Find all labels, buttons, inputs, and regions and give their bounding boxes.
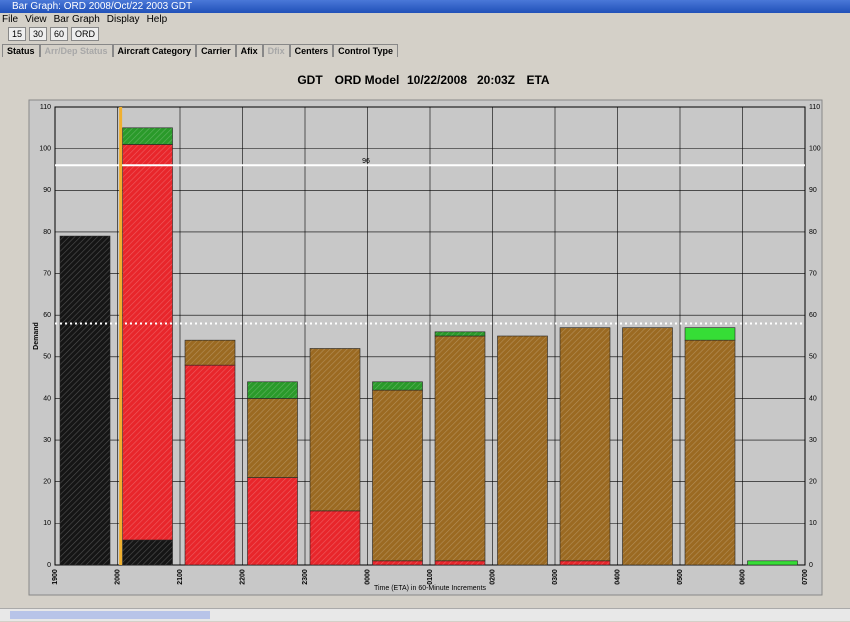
bar-segment xyxy=(559,327,611,562)
y-tick-label-right: 110 xyxy=(809,104,820,111)
y-tick-label-right: 60 xyxy=(809,312,817,319)
bar-segment xyxy=(247,398,298,478)
reference-label: 96 xyxy=(362,158,370,165)
tab[interactable]: Status xyxy=(2,44,40,57)
bar-segment xyxy=(684,339,736,566)
bar-segment xyxy=(122,144,173,541)
bar-segment xyxy=(122,539,173,566)
y-tick-label-right: 90 xyxy=(809,187,817,194)
window-title: Bar Graph: ORD 2008/Oct/22 2003 GDT xyxy=(0,0,850,13)
y-tick-label-right: 30 xyxy=(809,437,817,444)
y-tick-label: 60 xyxy=(43,312,51,319)
toolbar-button[interactable]: 30 xyxy=(29,27,48,41)
x-axis-label: Time (ETA) in 60-Minute Increments xyxy=(374,585,487,592)
tab[interactable]: Control Type xyxy=(333,44,398,57)
chart-title: 20:03Z xyxy=(477,73,515,87)
scrollbar[interactable] xyxy=(0,608,850,621)
x-tick-label: 0600 xyxy=(739,569,746,585)
tab[interactable]: Aircraft Category xyxy=(112,44,197,57)
y-tick-label: 110 xyxy=(40,104,51,111)
y-tick-label: 90 xyxy=(43,187,51,194)
bar-segment xyxy=(622,327,673,566)
bar-segment xyxy=(434,331,486,337)
y-tick-label: 50 xyxy=(43,354,51,361)
tab-bar: Status Arr/Dep Status Aircraft Category Car… xyxy=(2,44,398,57)
x-tick-label: 0700 xyxy=(802,569,809,585)
y-tick-label-right: 80 xyxy=(809,229,817,236)
bar-segment xyxy=(372,560,423,566)
y-tick-label-right: 10 xyxy=(809,520,817,527)
y-tick-label-right: 0 xyxy=(809,562,813,569)
x-tick-label: 2300 xyxy=(302,569,309,585)
bar-segment xyxy=(497,335,548,566)
tab[interactable]: Afix xyxy=(235,44,263,57)
bar-segment xyxy=(747,560,798,566)
menu-item[interactable]: File xyxy=(2,14,19,25)
bar-segment xyxy=(122,127,173,145)
x-tick-label: 2100 xyxy=(177,569,184,585)
bar-segment xyxy=(684,327,736,341)
bar-segment xyxy=(434,560,486,566)
y-tick-label: 10 xyxy=(43,520,51,527)
y-axis-label: Demand xyxy=(33,322,40,350)
chart-title: 10/22/2008 xyxy=(407,73,467,87)
x-tick-label: 2200 xyxy=(239,569,246,585)
x-tick-label: 0500 xyxy=(677,569,684,585)
y-tick-label-right: 50 xyxy=(809,354,817,361)
y-tick-label-right: 40 xyxy=(809,395,817,402)
toolbar: 15 30 60 ORD xyxy=(8,27,100,41)
toolbar-button[interactable]: ORD xyxy=(71,27,100,41)
toolbar-button[interactable]: 60 xyxy=(50,27,69,41)
chart: GDT ORD Model 10/22/2008 20:03Z ETA Time (ETA… xyxy=(28,73,823,596)
bar-segment xyxy=(434,335,486,562)
y-tick-label-right: 20 xyxy=(809,479,817,486)
bar-segment xyxy=(559,560,611,566)
y-tick-label: 0 xyxy=(47,562,51,569)
toolbar-button[interactable]: 15 xyxy=(8,27,27,41)
menu-bar: File View Bar Graph Display Help xyxy=(2,14,167,26)
bar-segment xyxy=(309,510,361,566)
tab[interactable]: Centers xyxy=(289,44,334,57)
scroll-thumb[interactable] xyxy=(10,611,210,619)
x-tick-label: 0300 xyxy=(552,569,559,585)
x-tick-label: 0000 xyxy=(364,569,371,585)
menu-item[interactable]: View xyxy=(25,14,47,25)
x-tick-label: 0200 xyxy=(489,569,496,585)
menu-item[interactable]: Bar Graph xyxy=(53,14,100,25)
y-tick-label-right: 100 xyxy=(809,145,821,152)
bar-segment xyxy=(309,348,361,512)
x-tick-label: 1900 xyxy=(52,569,59,585)
tab: Arr/Dep Status xyxy=(39,44,113,57)
bar-segment xyxy=(372,381,423,391)
chart-title: GDT xyxy=(297,73,323,87)
tab[interactable]: Carrier xyxy=(196,44,236,57)
x-tick-label: 2000 xyxy=(114,569,121,585)
y-tick-label: 40 xyxy=(43,395,51,402)
bar-segment xyxy=(184,364,236,566)
y-tick-label: 70 xyxy=(43,270,51,277)
y-tick-label: 20 xyxy=(43,479,51,486)
bar-segment xyxy=(59,235,111,566)
y-tick-label: 80 xyxy=(43,229,51,236)
bar-segment xyxy=(247,477,298,566)
menu-item[interactable]: Help xyxy=(146,14,168,25)
y-tick-label: 30 xyxy=(43,437,51,444)
bar-segment xyxy=(184,339,236,366)
y-tick-label: 100 xyxy=(39,145,51,152)
chart-title: ORD Model xyxy=(335,73,400,87)
y-tick-label-right: 70 xyxy=(809,270,817,277)
bar-segment xyxy=(372,389,423,562)
x-tick-label: 0400 xyxy=(614,569,621,585)
bar-segment xyxy=(247,381,298,399)
chart-title: ETA xyxy=(526,73,549,87)
menu-item[interactable]: Display xyxy=(106,14,140,25)
tab: Dfix xyxy=(262,44,290,57)
x-tick-label: 0100 xyxy=(427,569,434,585)
